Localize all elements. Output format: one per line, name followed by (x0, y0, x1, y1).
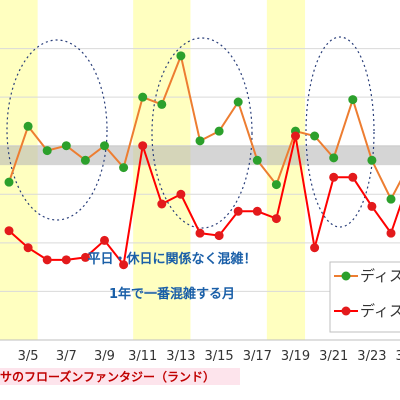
data-point-series-2 (214, 231, 224, 241)
x-tick-label: 3/21 (319, 349, 348, 364)
highlight-columns (0, 0, 306, 340)
data-point-series-2 (61, 255, 71, 265)
footer-text: サのフローズンファンタジー（ランド） (0, 369, 215, 384)
data-point-series-1 (214, 126, 224, 136)
highlight-column (266, 0, 306, 340)
data-point-series-1 (329, 153, 339, 163)
data-point-series-1 (176, 51, 186, 61)
x-tick-label: 3/7 (56, 349, 77, 364)
legend: ディス ディス (329, 261, 400, 333)
data-point-series-1 (386, 194, 396, 204)
legend-marker-1 (341, 271, 351, 281)
data-point-series-1 (233, 97, 243, 107)
footer-background (0, 368, 240, 385)
data-point-series-2 (271, 214, 281, 224)
x-tick-label: 3/17 (243, 349, 272, 364)
highlight-ellipse-2 (151, 37, 253, 229)
data-point-series-2 (233, 206, 243, 216)
data-point-series-1 (23, 121, 33, 131)
data-point-series-2 (386, 228, 396, 238)
data-point-series-2 (138, 141, 148, 151)
annotation-2: 1年で一番混雑する月 (109, 286, 235, 302)
x-tick-label: 3/25 (395, 349, 400, 364)
annotation-1: 平日・休日に関係なく混雑！ (87, 251, 256, 267)
data-point-series-1 (157, 99, 167, 109)
data-point-series-1 (80, 155, 90, 165)
highlight-ellipse-3 (305, 36, 375, 228)
x-tick-label: 3/11 (128, 349, 157, 364)
data-point-series-1 (100, 141, 109, 151)
legend-label-1: ディス (360, 267, 400, 285)
x-tick-label: 3/5 (18, 349, 39, 364)
data-point-series-2 (157, 199, 167, 209)
x-axis-ticks: 3/5 3/7 3/9 3/11 3/13 3/15 3/17 3/19 3/21 3/23 3/2… (18, 349, 400, 364)
series (4, 51, 400, 270)
highlight-column (0, 0, 38, 340)
data-point-series-1 (367, 155, 377, 165)
data-point-series-2 (310, 243, 320, 253)
data-point-series-1 (195, 136, 205, 146)
data-point-series-1 (4, 177, 14, 187)
data-point-series-1 (138, 92, 148, 102)
x-tick-label: 3/23 (357, 349, 386, 364)
data-point-series-2 (4, 226, 14, 236)
x-tick-label: 3/9 (94, 349, 115, 364)
data-point-series-1 (310, 131, 320, 141)
highlight-ellipse-1 (6, 39, 108, 221)
data-point-series-2 (119, 260, 129, 270)
x-tick-label: 3/15 (204, 349, 233, 364)
data-point-series-2 (348, 172, 358, 182)
legend-box (329, 261, 400, 333)
data-point-series-1 (348, 95, 358, 105)
data-point-series-2 (195, 228, 205, 238)
data-point-series-2 (42, 255, 52, 265)
data-point-series-1 (42, 146, 52, 156)
data-point-series-2 (252, 206, 262, 216)
data-point-series-2 (367, 201, 377, 211)
data-point-series-2 (291, 131, 300, 141)
data-point-series-2 (100, 235, 109, 245)
x-tick-label: 3/19 (281, 349, 310, 364)
legend-label-2: ディス (360, 302, 400, 320)
data-point-series-2 (176, 189, 186, 199)
data-point-series-1 (61, 141, 71, 151)
data-point-series-2 (329, 172, 339, 182)
data-point-series-1 (252, 155, 262, 165)
x-tick-label: 3/13 (166, 349, 195, 364)
data-point-series-1 (271, 180, 281, 190)
data-point-series-2 (23, 243, 33, 253)
congestion-band (0, 145, 400, 166)
legend-marker-2 (341, 306, 351, 316)
data-point-series-1 (119, 163, 129, 173)
data-point-series-2 (80, 252, 90, 262)
